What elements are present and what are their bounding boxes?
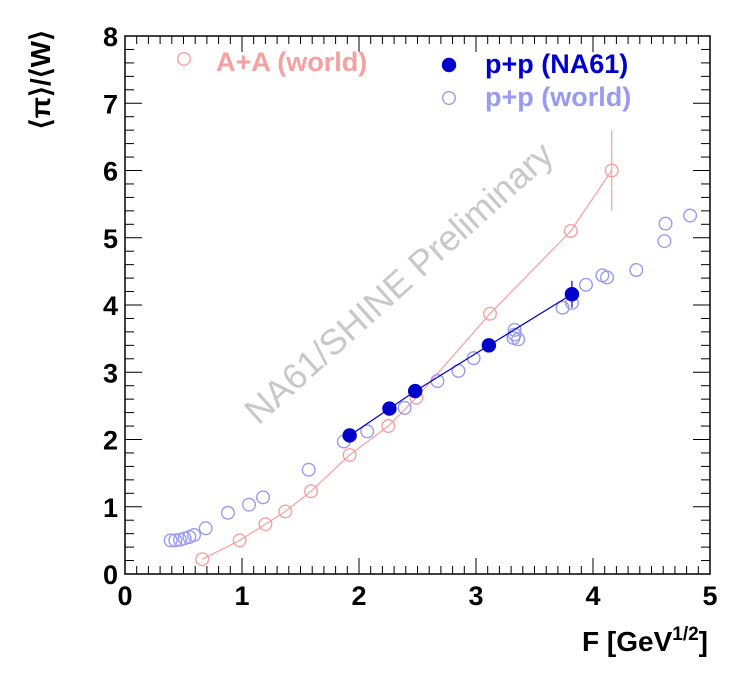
- data-point: [397, 400, 412, 415]
- data-point: [507, 327, 522, 342]
- data-point: [168, 533, 183, 548]
- data-point: [278, 504, 293, 519]
- data-point: [198, 521, 213, 536]
- x-axis-title: F [GeV1/2]: [582, 624, 708, 657]
- legend-label: p+p (NA61): [485, 49, 628, 79]
- y-tick-label: 2: [103, 426, 118, 456]
- legend-label: p+p (world): [485, 82, 631, 112]
- x-axis-title-main: F [GeV: [582, 626, 673, 657]
- data-point: [256, 490, 271, 505]
- series-line: [201, 170, 613, 560]
- x-tick-label: 0: [117, 581, 132, 611]
- y-tick-label: 0: [103, 560, 118, 590]
- x-axis-title-superscript: 1/2: [672, 624, 698, 645]
- data-point: [563, 224, 578, 239]
- data-point: [430, 373, 445, 388]
- legend-marker: [441, 57, 457, 73]
- y-axis-title: ⟨π⟩/⟨W⟩: [25, 30, 56, 129]
- data-point: [481, 338, 497, 353]
- series-1: [342, 280, 580, 443]
- data-point: [232, 533, 247, 548]
- y-tick-label: 6: [103, 157, 118, 187]
- watermark-preliminary: NA61/SHINE Preliminary: [236, 134, 561, 432]
- y-tick-label: 4: [103, 291, 118, 321]
- data-point: [511, 332, 526, 347]
- y-tick-label: 8: [103, 22, 118, 52]
- x-tick-label: 4: [585, 581, 600, 611]
- data-point: [195, 552, 210, 567]
- y-tick-label: 1: [103, 493, 118, 523]
- data-point: [382, 401, 397, 416]
- series-2: [163, 208, 698, 548]
- data-point: [381, 419, 396, 434]
- data-point: [578, 277, 593, 292]
- legend-marker: [176, 52, 191, 67]
- data-point: [483, 306, 498, 321]
- x-tick-label: 3: [468, 581, 483, 611]
- legend-label: A+A (world): [216, 47, 367, 77]
- y-tick-label: 7: [103, 89, 118, 119]
- data-point: [258, 517, 273, 532]
- data-point: [304, 484, 319, 499]
- data-point: [604, 163, 619, 178]
- data-point: [187, 527, 202, 542]
- y-tick-label: 3: [103, 358, 118, 388]
- legend: A+A (world) p+p (NA61)p+p (world): [176, 47, 631, 112]
- data-point: [342, 428, 357, 443]
- data-point: [163, 533, 178, 548]
- x-tick-label: 2: [351, 581, 366, 611]
- data-point: [564, 287, 580, 302]
- x-tick-label: 5: [702, 581, 717, 611]
- x-tick-label: 1: [234, 581, 249, 611]
- data-point: [360, 424, 375, 439]
- legend-marker: [442, 90, 457, 105]
- data-point: [683, 208, 698, 223]
- data-point: [407, 383, 423, 399]
- data-point: [220, 505, 235, 520]
- data-point: [301, 462, 316, 477]
- axis-tick-labels: 0 1 2 3 4 5 0 1 2 3 4 5 6 7 8: [103, 22, 718, 611]
- data-point: [342, 447, 357, 462]
- data-point: [629, 263, 644, 278]
- series-0: [195, 130, 619, 567]
- plot-frame: [124, 35, 711, 575]
- series-layer: [163, 130, 698, 567]
- data-point: [242, 497, 257, 512]
- x-axis-title-close: ]: [699, 626, 708, 657]
- axis-ticks: [124, 35, 711, 575]
- data-point: [657, 234, 672, 249]
- data-point: [658, 216, 673, 231]
- data-point: [507, 322, 522, 337]
- y-tick-label: 5: [103, 224, 118, 254]
- data-point: [600, 270, 615, 285]
